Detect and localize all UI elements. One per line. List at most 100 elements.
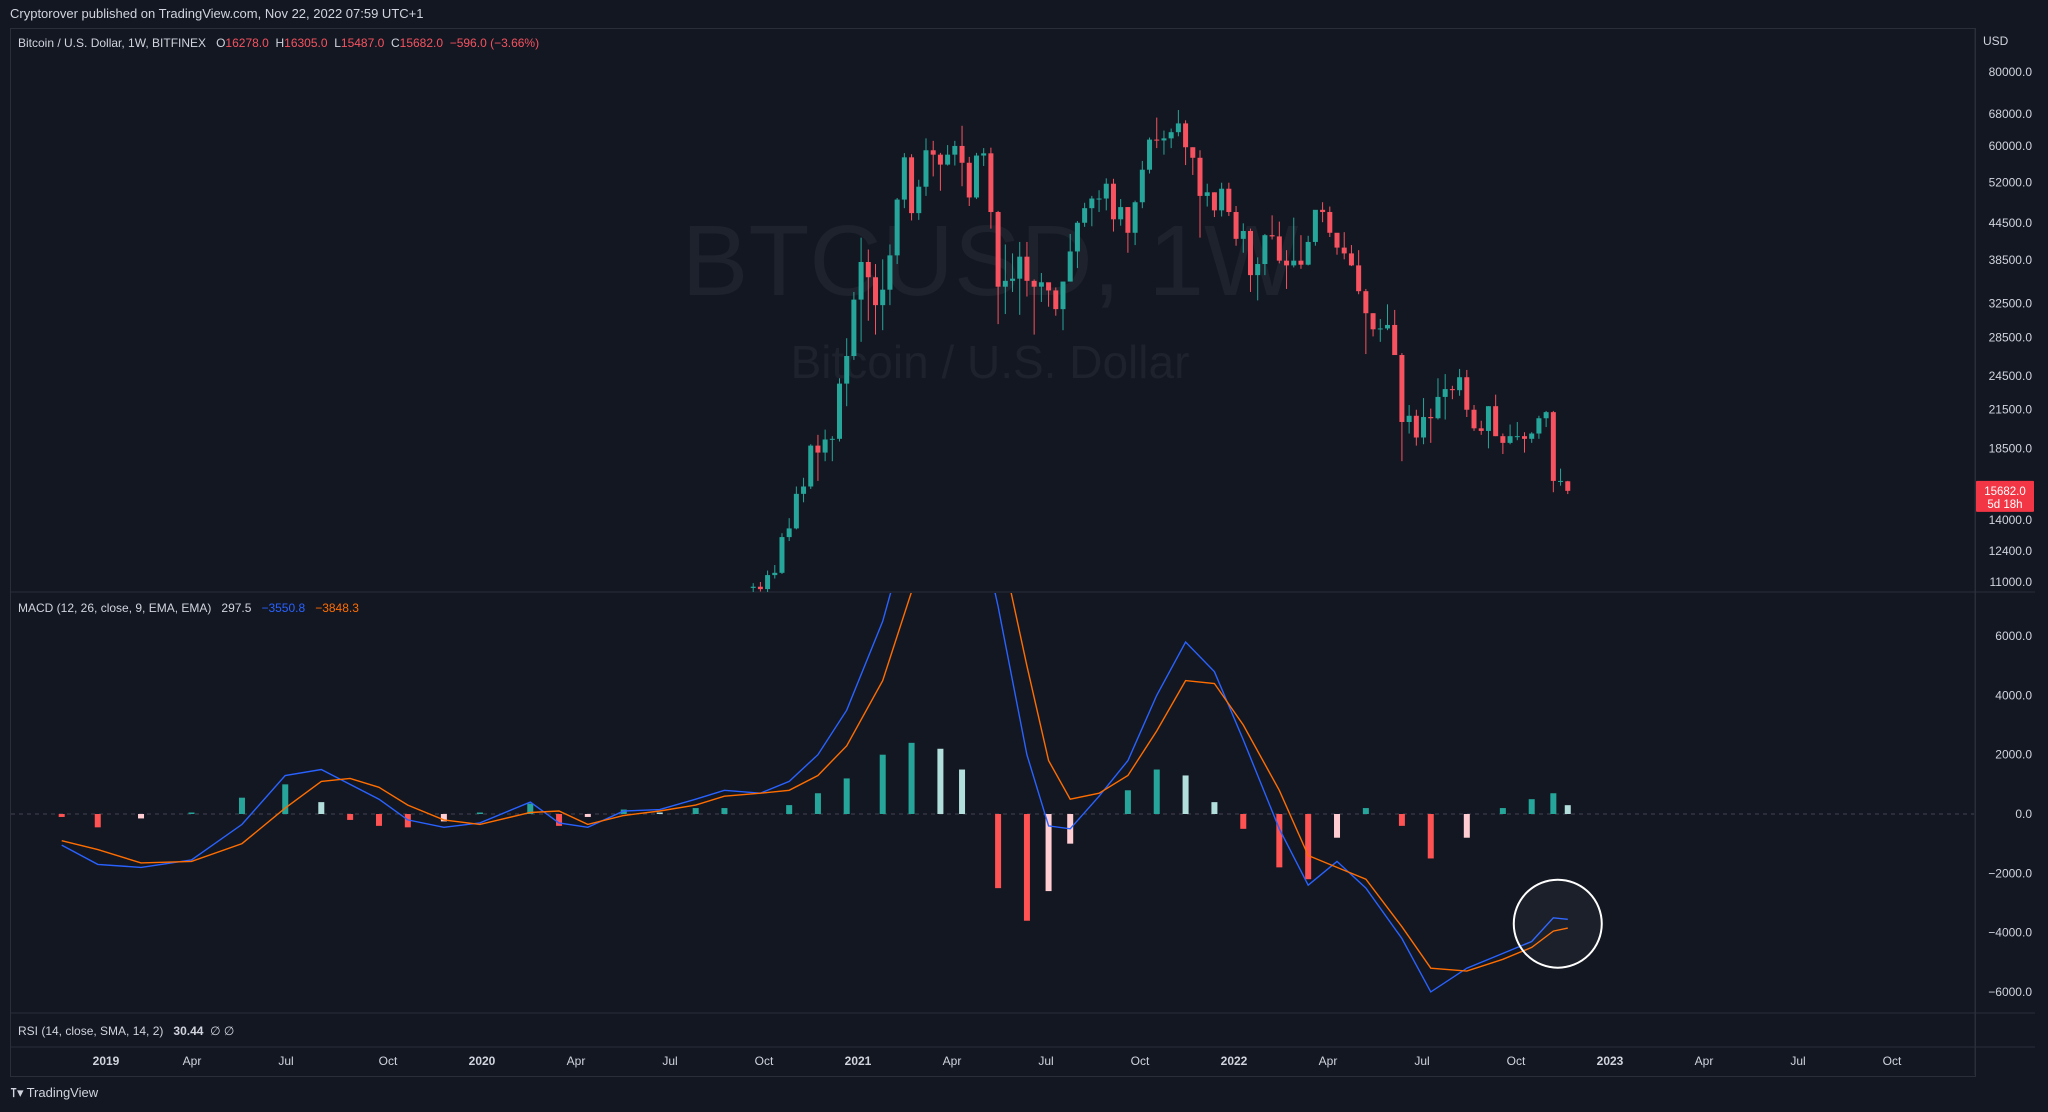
candle[interactable] <box>1269 215 1275 240</box>
histogram-bar[interactable] <box>347 814 354 820</box>
candle[interactable] <box>1558 468 1564 486</box>
time-axis[interactable]: 2019 Apr Jul Oct 2020 Apr Jul Oct 2021 Apr Jul Oct 2… <box>93 1054 1902 1068</box>
histogram-bar[interactable] <box>1550 793 1557 814</box>
histogram-bar[interactable] <box>1276 814 1283 868</box>
histogram-bar[interactable] <box>1240 814 1247 829</box>
candle[interactable] <box>959 125 965 187</box>
candle[interactable] <box>995 210 1001 325</box>
candle[interactable] <box>966 156 972 206</box>
candle[interactable] <box>1392 309 1398 356</box>
candle[interactable] <box>1421 398 1427 445</box>
candle[interactable] <box>1341 232 1347 260</box>
candle[interactable] <box>880 259 886 331</box>
candle[interactable] <box>945 145 951 166</box>
candle[interactable] <box>1082 202 1088 227</box>
candle[interactable] <box>757 582 763 592</box>
candle[interactable] <box>1103 178 1109 211</box>
candle[interactable] <box>1175 110 1181 137</box>
candle[interactable] <box>1074 221 1080 269</box>
candle[interactable] <box>851 291 857 360</box>
candle[interactable] <box>1168 128 1174 149</box>
candle[interactable] <box>1190 147 1196 175</box>
histogram-bar[interactable] <box>1023 814 1030 921</box>
histogram-bar[interactable] <box>995 814 1002 889</box>
candle[interactable] <box>1226 182 1232 216</box>
candle[interactable] <box>1125 207 1131 253</box>
candle[interactable] <box>779 533 785 574</box>
candle[interactable] <box>894 198 900 265</box>
candle[interactable] <box>901 153 907 209</box>
candle[interactable] <box>815 434 821 481</box>
candle[interactable] <box>909 154 915 221</box>
candle[interactable] <box>1320 202 1326 223</box>
candle[interactable] <box>1413 409 1419 446</box>
histogram-bar[interactable] <box>138 814 145 819</box>
histogram-bar[interactable] <box>908 742 915 814</box>
candle[interactable] <box>1017 241 1023 315</box>
histogram-bar[interactable] <box>656 812 663 814</box>
histogram-bar[interactable] <box>814 793 821 814</box>
histogram-bar[interactable] <box>375 814 382 826</box>
candle[interactable] <box>822 429 828 462</box>
candle[interactable] <box>1132 200 1138 246</box>
candle[interactable] <box>808 444 814 489</box>
histogram-bar[interactable] <box>721 808 728 814</box>
candle[interactable] <box>1031 279 1037 335</box>
candle[interactable] <box>1010 253 1016 292</box>
histogram-bar[interactable] <box>1182 775 1189 814</box>
candle[interactable] <box>1291 217 1297 268</box>
histogram-bar[interactable] <box>1499 808 1506 814</box>
histogram-bar[interactable] <box>58 814 65 817</box>
histogram-bar[interactable] <box>1334 814 1341 838</box>
candle[interactable] <box>1312 209 1318 246</box>
candle[interactable] <box>1406 405 1412 434</box>
candle[interactable] <box>1211 192 1217 218</box>
candle[interactable] <box>772 565 778 579</box>
rsi-title[interactable]: RSI (14, close, SMA, 14, 2) <box>18 1024 164 1038</box>
candle[interactable] <box>1161 130 1167 155</box>
histogram-bar[interactable] <box>1362 808 1369 814</box>
candle[interactable] <box>916 179 922 220</box>
candle[interactable] <box>1219 182 1225 217</box>
histogram-bar[interactable] <box>959 769 966 814</box>
candle[interactable] <box>1240 223 1246 253</box>
candle[interactable] <box>1543 410 1549 428</box>
histogram-bar[interactable] <box>238 797 245 814</box>
candle[interactable] <box>1204 183 1210 207</box>
candle[interactable] <box>1478 420 1484 435</box>
candle[interactable] <box>1038 272 1044 302</box>
candle[interactable] <box>1298 235 1304 269</box>
histogram-bar[interactable] <box>527 803 534 814</box>
histogram-bar[interactable] <box>188 812 195 814</box>
candle[interactable] <box>1197 150 1203 238</box>
histogram-bar[interactable] <box>476 812 483 814</box>
histogram-bar[interactable] <box>1124 790 1131 814</box>
candle[interactable] <box>887 244 893 306</box>
candle[interactable] <box>1500 433 1506 454</box>
symbol-title[interactable]: Bitcoin / U.S. Dollar, 1W, BITFINEX <box>18 36 207 50</box>
candle[interactable] <box>1233 205 1239 246</box>
candle[interactable] <box>1471 405 1477 431</box>
candle[interactable] <box>1550 410 1556 493</box>
macd-title[interactable]: MACD (12, 26, close, 9, EMA, EMA) <box>18 601 212 615</box>
histogram-bar[interactable] <box>1398 814 1405 826</box>
histogram-bar[interactable] <box>94 814 101 828</box>
candle[interactable] <box>1370 313 1376 337</box>
candle[interactable] <box>1247 228 1253 292</box>
candle[interactable] <box>1442 374 1448 420</box>
candle[interactable] <box>1183 120 1189 166</box>
candle[interactable] <box>1002 244 1008 315</box>
histogram-bar[interactable] <box>1045 814 1052 892</box>
histogram-bar[interactable] <box>1211 802 1218 814</box>
tradingview-logo[interactable]: ⊺▾ TradingView <box>10 1085 98 1101</box>
candle[interactable] <box>1110 178 1116 232</box>
candle[interactable] <box>1053 287 1059 316</box>
price-axis[interactable]: USD 11000.0 12400.0 14000.0 18500.0 21500.0 24… <box>1976 34 2034 589</box>
candle[interactable] <box>952 140 958 166</box>
histogram-bar[interactable] <box>404 814 411 828</box>
macd-line[interactable] <box>61 443 1568 993</box>
histogram-bar[interactable] <box>1564 805 1571 814</box>
candle[interactable] <box>873 264 879 335</box>
candle[interactable] <box>750 583 756 596</box>
candle[interactable] <box>1449 385 1455 400</box>
